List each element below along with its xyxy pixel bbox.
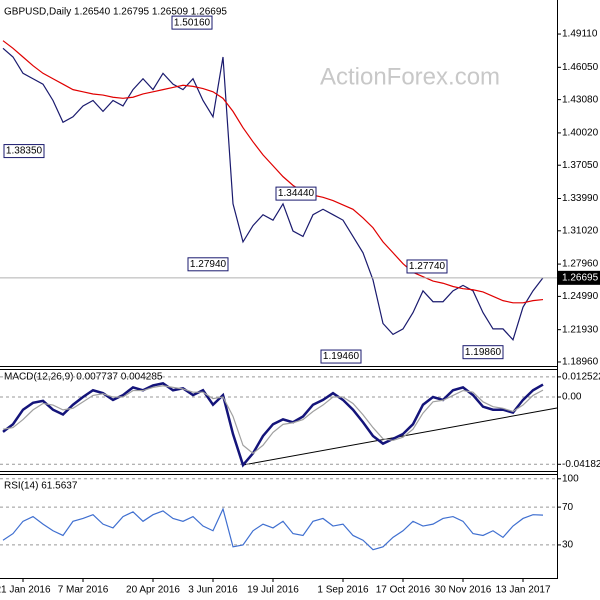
- x-tick-label: 19 Jul 2016: [247, 585, 299, 596]
- annotation-label: 1.27940: [190, 259, 227, 270]
- x-tick-label: 13 Jan 2017: [495, 585, 550, 596]
- y-tick-label: 100: [562, 473, 579, 484]
- annotation-box: [3, 144, 45, 159]
- annotation-box: [462, 345, 504, 360]
- annotation-box: [275, 186, 317, 201]
- x-tick-label: 20 Apr 2016: [126, 585, 180, 596]
- last-price-label: 1.26695: [562, 272, 599, 283]
- y-tick-label: 1.43080: [562, 94, 599, 105]
- y-tick-label: -0.041823: [562, 459, 600, 470]
- y-tick-label: 1.24990: [562, 291, 599, 302]
- series-line: [2, 507, 544, 551]
- series-line: [2, 40, 544, 304]
- annotation-label: 1.34440: [278, 188, 315, 199]
- y-tick-label: 30: [562, 540, 574, 551]
- x-tick-label: 3 Jun 2016: [188, 585, 238, 596]
- x-tick-label: 7 Mar 2016: [58, 585, 109, 596]
- y-tick-label: 1.49110: [562, 29, 598, 40]
- y-tick-label: 1.31020: [562, 225, 599, 236]
- series-line: [2, 47, 544, 341]
- x-tick-label: 30 Nov 2016: [435, 585, 492, 596]
- y-tick-label: 1.18960: [562, 357, 599, 368]
- annotation-box: [320, 349, 362, 364]
- y-tick-label: 1.46050: [562, 62, 599, 73]
- y-tick-label: 1.21930: [562, 324, 599, 335]
- annotation-box: [406, 259, 448, 274]
- y-tick-label: 1.40020: [562, 128, 599, 139]
- panel-title: GBPUSD,Daily 1.26540 1.26795 1.26509 1.2…: [4, 7, 227, 18]
- panel-title: MACD(12,26,9) 0.007737 0.004285: [4, 372, 163, 383]
- y-tick-label: 0.012522: [562, 372, 600, 383]
- annotation-label: 1.27740: [409, 261, 446, 272]
- y-tick-label: 0.00: [562, 392, 582, 403]
- annotation-label: 1.19460: [323, 351, 360, 362]
- annotation-box: [187, 257, 229, 272]
- annotation-label: 1.19860: [465, 347, 502, 358]
- annotation-label: 1.38350: [6, 146, 43, 157]
- x-tick-label: 21 Jan 2016: [0, 585, 51, 596]
- y-tick-label: 1.27960: [562, 259, 599, 270]
- y-tick-label: 70: [562, 502, 574, 513]
- annotation-label: 1.50160: [174, 17, 211, 28]
- y-tick-label: 1.37050: [562, 160, 599, 171]
- x-tick-label: 1 Sep 2016: [317, 585, 369, 596]
- watermark: ActionForex.com: [320, 63, 500, 90]
- series-line: [2, 385, 544, 455]
- panel-title: RSI(14) 61.5637: [4, 481, 78, 492]
- series-line: [2, 382, 544, 468]
- last-price-box: [558, 270, 600, 285]
- annotation-box: [171, 15, 213, 30]
- y-tick-label: 1.33990: [562, 193, 599, 204]
- x-tick-label: 17 Oct 2016: [376, 585, 431, 596]
